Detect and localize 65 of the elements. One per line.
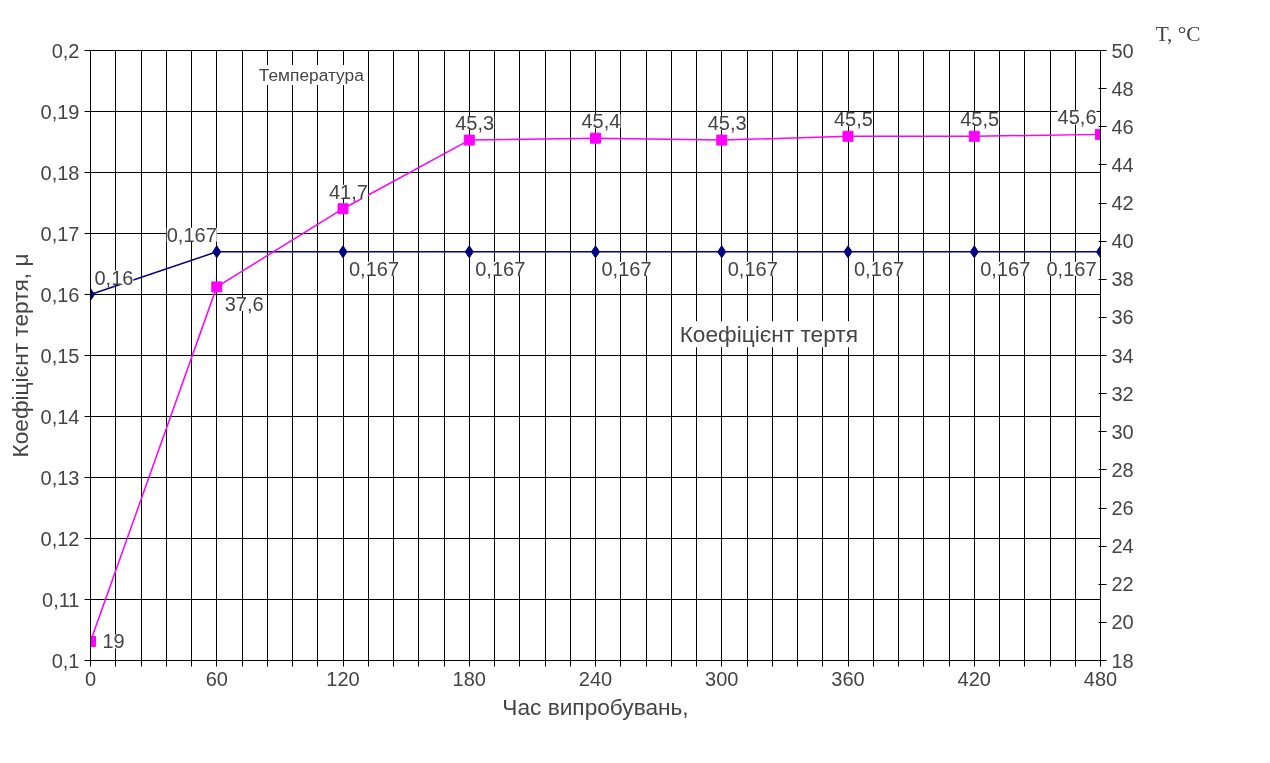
y-axis-title: Коефіцієнт тертя, μ <box>6 253 33 458</box>
x-axis-title: Час випробувань, <box>502 693 689 720</box>
annotation: Температура <box>258 64 365 85</box>
data-label: 0,167 <box>854 257 905 280</box>
point <box>968 130 980 142</box>
y-tick-label: 0,11 <box>42 588 80 611</box>
y2-tick-label: 34 <box>1111 344 1134 367</box>
y2-axis-title: T, °C <box>1155 21 1201 46</box>
y-tick-label: 0,13 <box>40 466 80 489</box>
point <box>337 203 349 215</box>
point <box>463 134 475 146</box>
y-tick-label: 0,17 <box>40 222 80 245</box>
x-tick-label: 360 <box>831 667 865 690</box>
y2-tick-label: 28 <box>1111 458 1134 481</box>
y2-tick-label: 20 <box>1111 611 1134 634</box>
point <box>590 132 601 144</box>
y-tick-label: 0,15 <box>40 344 80 367</box>
point <box>211 281 223 293</box>
y2-tick-label: 24 <box>1111 535 1134 558</box>
x-tick-label: 60 <box>205 667 228 690</box>
data-label: 37,6 <box>224 292 264 315</box>
data-label: 0,167 <box>475 257 526 280</box>
data-label: 0,167 <box>601 257 652 280</box>
y-tick-label: 0,14 <box>40 405 80 428</box>
y2-tick-label: 22 <box>1111 573 1134 596</box>
x-tick-label: 300 <box>705 667 739 690</box>
y2-tick-label: 32 <box>1111 382 1134 405</box>
y2-tick-label: 44 <box>1111 153 1134 176</box>
data-label: 19 <box>102 630 125 653</box>
data-label: 45,6 <box>1057 106 1097 129</box>
data-label: 0,167 <box>980 257 1031 280</box>
data-label: 0,167 <box>349 257 400 280</box>
y-tick-label: 0,12 <box>40 527 80 550</box>
annotation: Коефіцієнт тертя <box>679 321 858 348</box>
x-tick-label: 240 <box>578 667 613 690</box>
y2-tick-label: 30 <box>1111 420 1134 443</box>
y2-tick-label: 46 <box>1111 115 1134 138</box>
y2-tick-label: 26 <box>1111 497 1134 519</box>
data-label: 45,3 <box>455 112 495 135</box>
x-tick-label: 420 <box>957 667 991 690</box>
y-tick-label: 0,18 <box>40 161 80 184</box>
point <box>716 134 728 146</box>
data-label: 45,5 <box>834 108 873 131</box>
data-label: 0,167 <box>1046 257 1097 280</box>
y-tick-label: 0,1 <box>51 649 80 672</box>
data-label: 45,4 <box>581 110 621 133</box>
data-label: 0,167 <box>166 223 217 246</box>
y-tick-label: 0,16 <box>40 283 80 306</box>
x-tick-label: 120 <box>326 667 360 690</box>
y2-tick-label: 48 <box>1111 77 1134 100</box>
data-label: 0,167 <box>727 257 778 280</box>
y2-tick-label: 42 <box>1111 192 1134 214</box>
y2-tick-label: 38 <box>1111 268 1134 291</box>
data-label: 0,16 <box>94 266 134 289</box>
point <box>842 130 854 142</box>
y2-tick-label: 40 <box>1111 230 1134 253</box>
data-label: 45,5 <box>960 108 1000 131</box>
x-tick-label: 0 <box>84 667 97 690</box>
data-label: 45,3 <box>707 112 747 135</box>
y-tick-label: 0,2 <box>51 39 80 62</box>
y2-tick-label: 36 <box>1111 306 1134 329</box>
x-tick-label: 180 <box>452 667 486 690</box>
y-tick-label: 0,19 <box>40 100 80 123</box>
data-label: 41,7 <box>329 180 368 203</box>
y2-tick-label: 50 <box>1111 39 1134 62</box>
